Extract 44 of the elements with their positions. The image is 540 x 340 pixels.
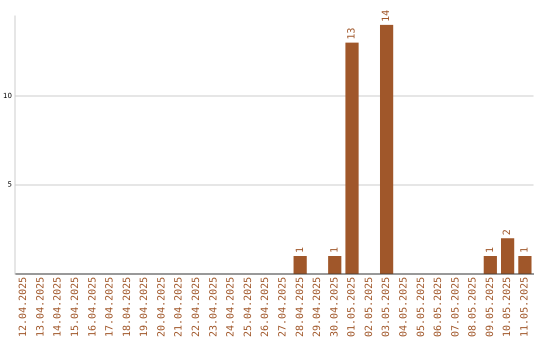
x-tick-label: 30.04.2025 [329, 276, 340, 338]
x-tick-label: 08.05.2025 [468, 276, 479, 338]
x-tick-label: 18.04.2025 [122, 276, 133, 338]
x-tick-label: 16.04.2025 [87, 276, 98, 338]
bar [345, 42, 359, 274]
data-label: 1 [484, 246, 496, 254]
x-tick-label: 13.04.2025 [35, 276, 46, 338]
x-tick-label: 04.05.2025 [398, 276, 410, 338]
bar [518, 256, 532, 274]
x-tick-label: 03.05.2025 [381, 276, 392, 338]
x-tick-label: 29.04.2025 [312, 276, 324, 338]
data-label: 14 [381, 10, 392, 22]
x-tick-label: 05.05.2025 [416, 276, 427, 338]
x-tick-label: 20.04.2025 [156, 276, 168, 338]
x-tick-label: 24.04.2025 [226, 276, 237, 338]
x-tick-label: 27.04.2025 [277, 276, 288, 338]
bar [380, 24, 394, 274]
x-tick-label: 14.04.2025 [52, 276, 64, 338]
data-label: 1 [294, 246, 306, 254]
x-tick-label: 06.05.2025 [433, 276, 444, 338]
x-tick-label: 07.05.2025 [450, 276, 462, 338]
x-tick-label: 12.04.2025 [18, 276, 30, 338]
bar [484, 256, 497, 274]
data-label: 1 [519, 246, 530, 254]
bar [328, 256, 342, 274]
x-tick-label: 21.04.2025 [174, 276, 185, 338]
x-tick-label: 01.05.2025 [346, 276, 358, 338]
data-label: 1 [329, 246, 340, 254]
x-tick-label: 26.04.2025 [260, 276, 272, 338]
x-tick-label: 09.05.2025 [484, 276, 496, 338]
x-tick-label: 22.04.2025 [191, 276, 202, 338]
bar [501, 238, 514, 274]
bar [294, 256, 307, 274]
data-label: 2 [502, 229, 514, 236]
x-tick-label: 11.05.2025 [519, 276, 530, 338]
x-tick-label: 25.04.2025 [242, 276, 254, 338]
x-tick-label: 15.04.2025 [70, 276, 82, 338]
x-tick-label: 23.04.2025 [208, 276, 220, 338]
data-label: 13 [346, 28, 358, 40]
x-tick-label: 02.05.2025 [364, 276, 375, 338]
x-tick-label: 19.04.2025 [139, 276, 150, 338]
x-tick-label: 17.04.2025 [104, 276, 116, 338]
x-tick-label: 10.05.2025 [502, 276, 514, 338]
x-tick-label: 28.04.2025 [294, 276, 306, 338]
